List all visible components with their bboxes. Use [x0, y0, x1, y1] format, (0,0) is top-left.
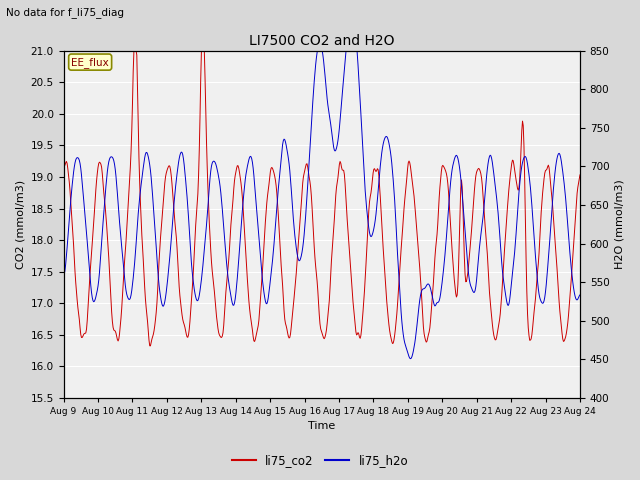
Text: EE_flux: EE_flux — [71, 57, 109, 68]
li75_co2 — [204, 163, 211, 169]
li75_co2 — [130, 48, 138, 54]
Legend: li75_co2, li75_h2o: li75_co2, li75_h2o — [227, 449, 413, 472]
Line: li75_co2: li75_co2 — [63, 51, 580, 346]
li75_h2o — [69, 175, 77, 181]
li75_co2 — [386, 327, 394, 333]
li75_h2o — [385, 140, 393, 146]
Text: No data for f_li75_diag: No data for f_li75_diag — [6, 7, 124, 18]
Line: li75_h2o: li75_h2o — [63, 43, 580, 359]
Title: LI7500 CO2 and H2O: LI7500 CO2 and H2O — [249, 34, 394, 48]
li75_co2 — [147, 343, 154, 349]
li75_h2o — [60, 274, 67, 280]
li75_co2 — [122, 239, 130, 244]
li75_co2 — [60, 164, 67, 170]
li75_h2o — [406, 356, 414, 361]
Y-axis label: CO2 (mmol/m3): CO2 (mmol/m3) — [15, 180, 25, 269]
li75_h2o — [122, 288, 130, 293]
li75_h2o — [316, 40, 324, 46]
Y-axis label: H2O (mmol/m3): H2O (mmol/m3) — [615, 180, 625, 269]
li75_h2o — [400, 336, 408, 342]
li75_co2 — [576, 172, 584, 178]
li75_h2o — [576, 292, 584, 298]
li75_co2 — [401, 197, 408, 203]
li75_co2 — [69, 231, 77, 237]
li75_h2o — [202, 231, 209, 237]
li75_h2o — [175, 160, 182, 166]
X-axis label: Time: Time — [308, 421, 335, 432]
li75_co2 — [176, 293, 184, 299]
